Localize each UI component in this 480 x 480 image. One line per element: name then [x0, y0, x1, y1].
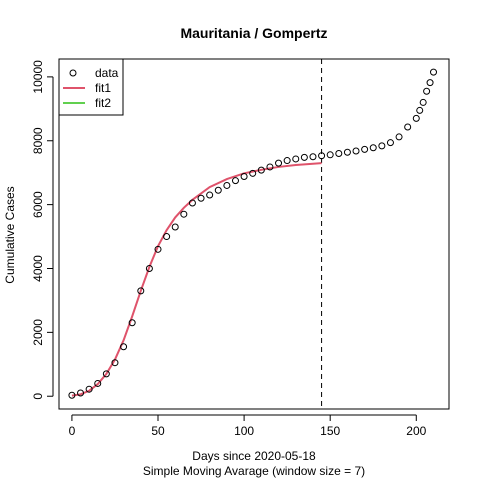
data-point [111, 359, 119, 367]
data-point [240, 173, 248, 181]
data-point [249, 169, 257, 177]
data-point [335, 150, 343, 158]
data-point [171, 223, 179, 231]
x-tick-label: 50 [151, 424, 165, 438]
data-point [128, 319, 136, 327]
y-tick-label: 2000 [31, 319, 45, 346]
legend-label-data: data [95, 66, 119, 80]
data-point [275, 159, 283, 167]
data-point [120, 343, 128, 351]
data-point [412, 114, 420, 122]
data-point [309, 153, 317, 161]
x-tick-label: 0 [69, 424, 76, 438]
data-point [77, 389, 85, 397]
data-point [326, 151, 334, 159]
data-point [257, 166, 265, 174]
y-tick-label: 0 [31, 393, 45, 400]
legend-swatch-point [69, 69, 77, 77]
data-point [154, 245, 162, 253]
data-point [180, 210, 188, 218]
data-point [137, 287, 145, 295]
data-point [163, 233, 171, 241]
data-point [223, 181, 231, 189]
data-point [94, 379, 102, 387]
y-axis-label: Cumulative Cases [3, 186, 17, 283]
data-point [404, 123, 412, 131]
x-tick-label: 200 [406, 424, 426, 438]
data-point [68, 391, 76, 399]
data-point [206, 191, 214, 199]
data-point [283, 157, 291, 165]
x-axis-label: Days since 2020-05-18 [192, 449, 316, 463]
plot-frame [58, 58, 450, 410]
data-point [266, 163, 274, 171]
data-point [361, 145, 369, 153]
data-point [419, 98, 427, 106]
data-point [188, 199, 196, 207]
data-point [423, 87, 431, 95]
data-point [416, 106, 424, 114]
x-tick-label: 150 [320, 424, 340, 438]
data-point [352, 147, 360, 155]
data-point [292, 155, 300, 163]
data-point [343, 148, 351, 156]
data-point [378, 142, 386, 150]
x-tick-label: 100 [234, 424, 254, 438]
data-point [214, 186, 222, 194]
y-tick-label: 8000 [31, 127, 45, 154]
data-point [426, 79, 434, 87]
data-point [386, 139, 394, 147]
y-tick-label: 10000 [31, 60, 45, 94]
data-point [300, 153, 308, 161]
data-point [430, 68, 438, 76]
data-point [318, 152, 326, 160]
y-tick-label: 6000 [31, 191, 45, 218]
series-line-fit1 [71, 162, 322, 397]
data-point [197, 194, 205, 202]
data-point [395, 133, 403, 141]
data-point [85, 385, 93, 393]
chart-title: Mauritania / Gompertz [180, 25, 327, 41]
legend-label-fit2: fit2 [95, 96, 111, 110]
data-marks [68, 68, 438, 399]
data-point [102, 370, 110, 378]
y-tick-label: 4000 [31, 255, 45, 282]
legend-label-fit1: fit1 [95, 81, 111, 95]
data-point [145, 264, 153, 272]
x-axis-sublabel: Simple Moving Avarage (window size = 7) [143, 464, 365, 478]
data-point [231, 177, 239, 185]
data-point [369, 144, 377, 152]
